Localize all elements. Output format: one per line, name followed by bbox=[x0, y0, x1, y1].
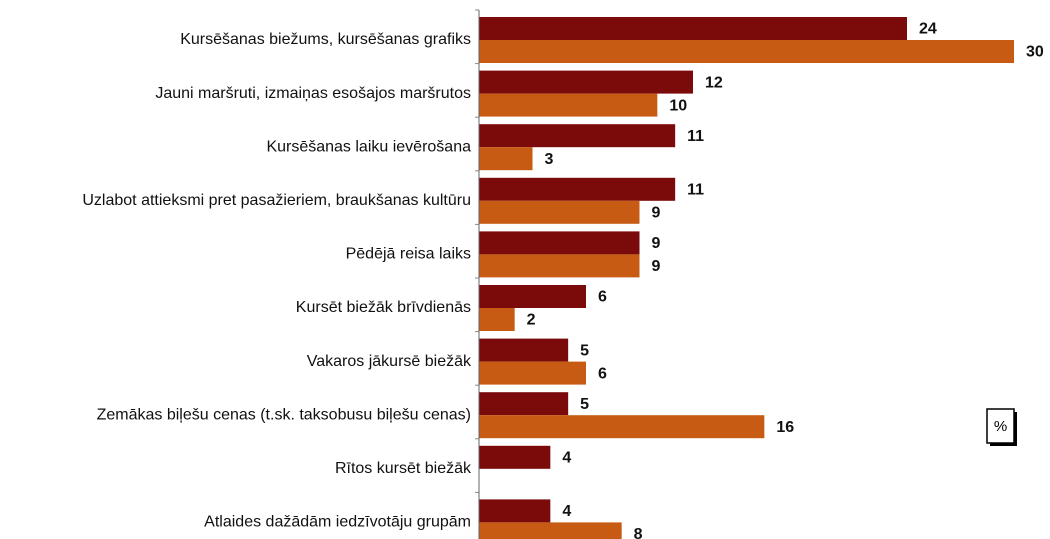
bar bbox=[479, 93, 658, 117]
value-label: 4 bbox=[562, 450, 571, 467]
value-label: 24 bbox=[919, 21, 937, 38]
value-label: 3 bbox=[545, 151, 554, 168]
bar bbox=[479, 285, 586, 308]
value-label: 9 bbox=[652, 235, 661, 252]
bar bbox=[479, 392, 569, 416]
bar bbox=[479, 445, 551, 469]
category-label: Zemākas biļešu cenas (t.sk. taksobusu bi… bbox=[97, 406, 471, 423]
value-label: 5 bbox=[580, 396, 589, 413]
bar bbox=[479, 231, 640, 255]
bar bbox=[479, 415, 765, 439]
bar bbox=[479, 200, 640, 224]
value-label: 12 bbox=[705, 74, 723, 91]
value-label: 5 bbox=[580, 342, 589, 359]
bar bbox=[479, 338, 569, 362]
bar bbox=[479, 177, 676, 201]
value-label: 10 bbox=[669, 97, 687, 114]
unit-box bbox=[986, 408, 1015, 444]
value-label: 30 bbox=[1026, 44, 1044, 61]
category-label: Kursēšanas biežums, kursēšanas grafiks bbox=[180, 31, 471, 48]
bar bbox=[479, 499, 551, 523]
category-label: Atlaides dažādām iedzīvotāju grupām bbox=[204, 514, 471, 531]
value-label: 11 bbox=[687, 128, 704, 145]
value-label: 8 bbox=[634, 526, 643, 539]
value-label: 6 bbox=[598, 365, 607, 382]
bar bbox=[479, 308, 515, 331]
bar bbox=[479, 147, 533, 171]
category-label: Rītos kursēt biežāk bbox=[335, 460, 472, 477]
value-label: 16 bbox=[776, 419, 794, 436]
bar bbox=[479, 254, 640, 278]
bar bbox=[479, 40, 1014, 63]
value-label: 4 bbox=[562, 503, 571, 520]
unit-label: % bbox=[994, 418, 1007, 435]
category-label: Kursēt biežāk brīvdienās bbox=[296, 299, 471, 316]
value-label: 9 bbox=[652, 205, 661, 222]
category-label: Vakaros jākursē biežāk bbox=[307, 353, 472, 370]
bar bbox=[479, 17, 907, 40]
category-label: Pēdējā reisa laiks bbox=[346, 246, 471, 263]
value-label: 6 bbox=[598, 289, 607, 306]
value-label: 2 bbox=[527, 312, 536, 329]
value-label: 11 bbox=[687, 182, 704, 199]
category-label: Jauni maršruti, izmaiņas esošajos maršru… bbox=[155, 85, 471, 102]
value-label: 9 bbox=[652, 258, 661, 275]
category-label: Uzlabot attieksmi pret pasažieriem, brau… bbox=[82, 192, 471, 209]
category-label: Kursēšanas laiku ievērošana bbox=[266, 138, 471, 155]
bar bbox=[479, 124, 676, 148]
bar bbox=[479, 522, 622, 539]
bar bbox=[479, 70, 693, 94]
bar bbox=[479, 361, 586, 385]
